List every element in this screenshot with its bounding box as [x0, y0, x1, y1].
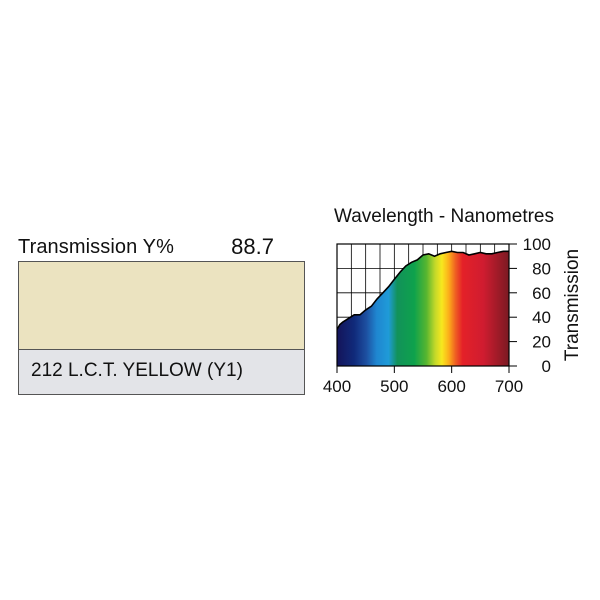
y-tick-label: 80 — [532, 259, 551, 278]
x-tick-label: 400 — [323, 377, 351, 396]
transmission-area — [337, 251, 509, 366]
x-tick-label: 700 — [495, 377, 523, 396]
y-tick-label: 40 — [532, 308, 551, 327]
transmission-curve — [337, 250, 509, 330]
filter-name: 212 L.C.T. YELLOW (Y1) — [18, 350, 305, 395]
transmission-value: 88.7 — [231, 234, 274, 259]
y-tick-label: 60 — [532, 284, 551, 303]
color-swatch — [18, 261, 305, 350]
chart-title: Wavelength - Nanometres — [334, 206, 554, 227]
y-tick-label: 0 — [542, 357, 551, 376]
x-tick-label: 600 — [437, 377, 465, 396]
transmission-label: Transmission Y% — [18, 236, 174, 258]
y-axis-label: Transmission — [562, 249, 583, 361]
x-tick-label: 500 — [380, 377, 408, 396]
y-tick-label: 20 — [532, 333, 551, 352]
y-tick-label: 100 — [523, 235, 551, 254]
